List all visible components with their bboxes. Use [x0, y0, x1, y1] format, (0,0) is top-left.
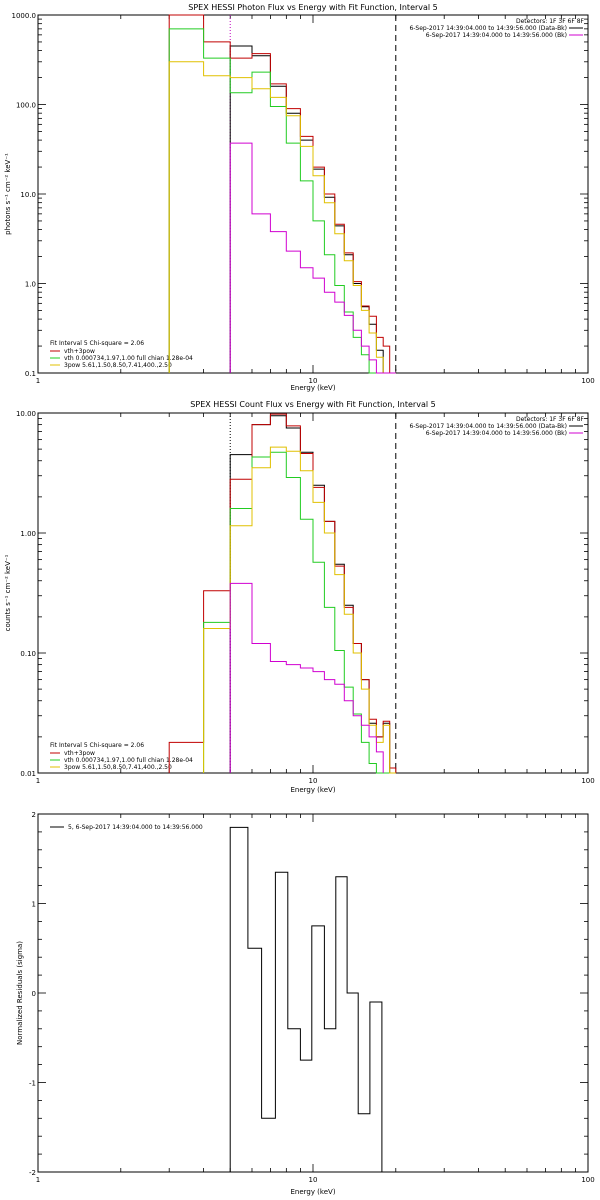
residuals-series-0: [229, 826, 383, 1172]
residuals-y-axis-label: Normalized Residuals (sigma): [16, 941, 24, 1045]
count-chart-title: SPEX HESSI Count Flux vs Energy with Fit…: [190, 400, 435, 409]
count-series-0: [229, 415, 391, 773]
photon-x-tick-label: 10: [309, 377, 318, 385]
photon-y-tick-label: 1000.0: [12, 12, 37, 20]
photon-legend-data-bk: 6-Sep-2017 14:39:04.000 to 14:39:56.000 …: [409, 25, 567, 32]
count-y-tick-label: 10.00: [16, 410, 36, 418]
count-y-tick-label: 0.01: [20, 770, 36, 778]
photon-series-4: [229, 142, 396, 374]
photon-chart-title: SPEX HESSI Photon Flux vs Energy with Fi…: [188, 3, 438, 12]
residuals-legend-label: 5, 6-Sep-2017 14:39:04.000 to 14:39:56.0…: [68, 824, 203, 831]
photon-flux-panel: SPEX HESSI Photon Flux vs Energy with Fi…: [4, 3, 595, 392]
residuals-y-tick-label: 0: [32, 990, 36, 998]
photon-x-axis-label: Energy (keV): [290, 384, 335, 392]
photon-legend-bk: 6-Sep-2017 14:39:04.000 to 14:39:56.000 …: [426, 32, 567, 39]
photon-detectors-label: Detectors: 1F 3F 6F 8F: [516, 18, 585, 25]
photon-y-axis-label: photons s⁻¹ cm⁻² keV⁻¹: [4, 153, 12, 235]
residuals-x-tick-label: 100: [581, 1176, 594, 1184]
count-series-1: [168, 413, 397, 773]
photon-x-tick-label: 1: [36, 377, 40, 385]
count-x-tick-label: 1: [36, 777, 40, 785]
residuals-panel: Normalized Residuals (sigma) Energy (keV…: [16, 811, 595, 1196]
photon-y-tick-label: 0.1: [25, 370, 36, 378]
count-legend-vth: vth 0.000734,1.97,1.00 full chian 1.28e-…: [64, 757, 193, 764]
photon-series-3: [168, 61, 396, 374]
photon-y-tick-label: 1.0: [25, 281, 36, 289]
residuals-x-tick-label: 10: [309, 1176, 318, 1184]
count-fit-label: Fit Interval 5 Chi-square = 2.06: [50, 742, 144, 749]
count-series-4: [229, 582, 384, 773]
count-legend-data-bk: 6-Sep-2017 14:39:04.000 to 14:39:56.000 …: [409, 423, 567, 430]
residuals-x-axis-label: Energy (keV): [290, 1188, 335, 1196]
photon-x-tick-label: 100: [581, 377, 594, 385]
count-legend-vth3pow: vth+3pow: [64, 750, 95, 757]
residuals-y-tick-label: 1: [32, 901, 36, 909]
count-x-tick-label: 100: [581, 777, 594, 785]
count-x-tick-label: 10: [309, 777, 318, 785]
count-flux-panel: SPEX HESSI Count Flux vs Energy with Fit…: [4, 400, 595, 794]
photon-legend-3pow: 3pow 5.61,1.50,8.50,7.41,400.,2.50: [64, 362, 172, 369]
count-x-axis-label: Energy (keV): [290, 786, 335, 794]
photon-series-2: [168, 28, 396, 374]
photon-fit-label: Fit Interval 5 Chi-square = 2.06: [50, 340, 144, 347]
residuals-y-tick-label: 2: [32, 811, 36, 819]
count-series-2: [203, 451, 390, 774]
residuals-plot-frame: [37, 813, 589, 1173]
count-legend-3pow: 3pow 5.61,1.50,8.50,7.41,400.,2.50: [64, 764, 172, 771]
count-y-tick-label: 1.00: [20, 530, 36, 538]
residuals-x-tick-label: 1: [36, 1176, 40, 1184]
residuals-y-tick-label: -2: [29, 1169, 36, 1177]
photon-legend-vth3pow: vth+3pow: [64, 348, 95, 355]
count-y-axis-label: counts s⁻¹ cm⁻² keV⁻¹: [4, 554, 12, 631]
count-y-tick-label: 0.10: [20, 650, 36, 658]
count-detectors-label: Detectors: 1F 3F 6F 8F: [516, 416, 585, 423]
count-legend-bk: 6-Sep-2017 14:39:04.000 to 14:39:56.000 …: [426, 430, 567, 437]
photon-legend-vth: vth 0.000734,1.97,1.00 full chian 1.28e-…: [64, 355, 193, 362]
residuals-y-tick-label: -1: [29, 1080, 36, 1088]
count-series-3: [203, 446, 396, 774]
photon-y-tick-label: 10.0: [20, 191, 36, 199]
photon-y-tick-label: 100.0: [16, 102, 36, 110]
